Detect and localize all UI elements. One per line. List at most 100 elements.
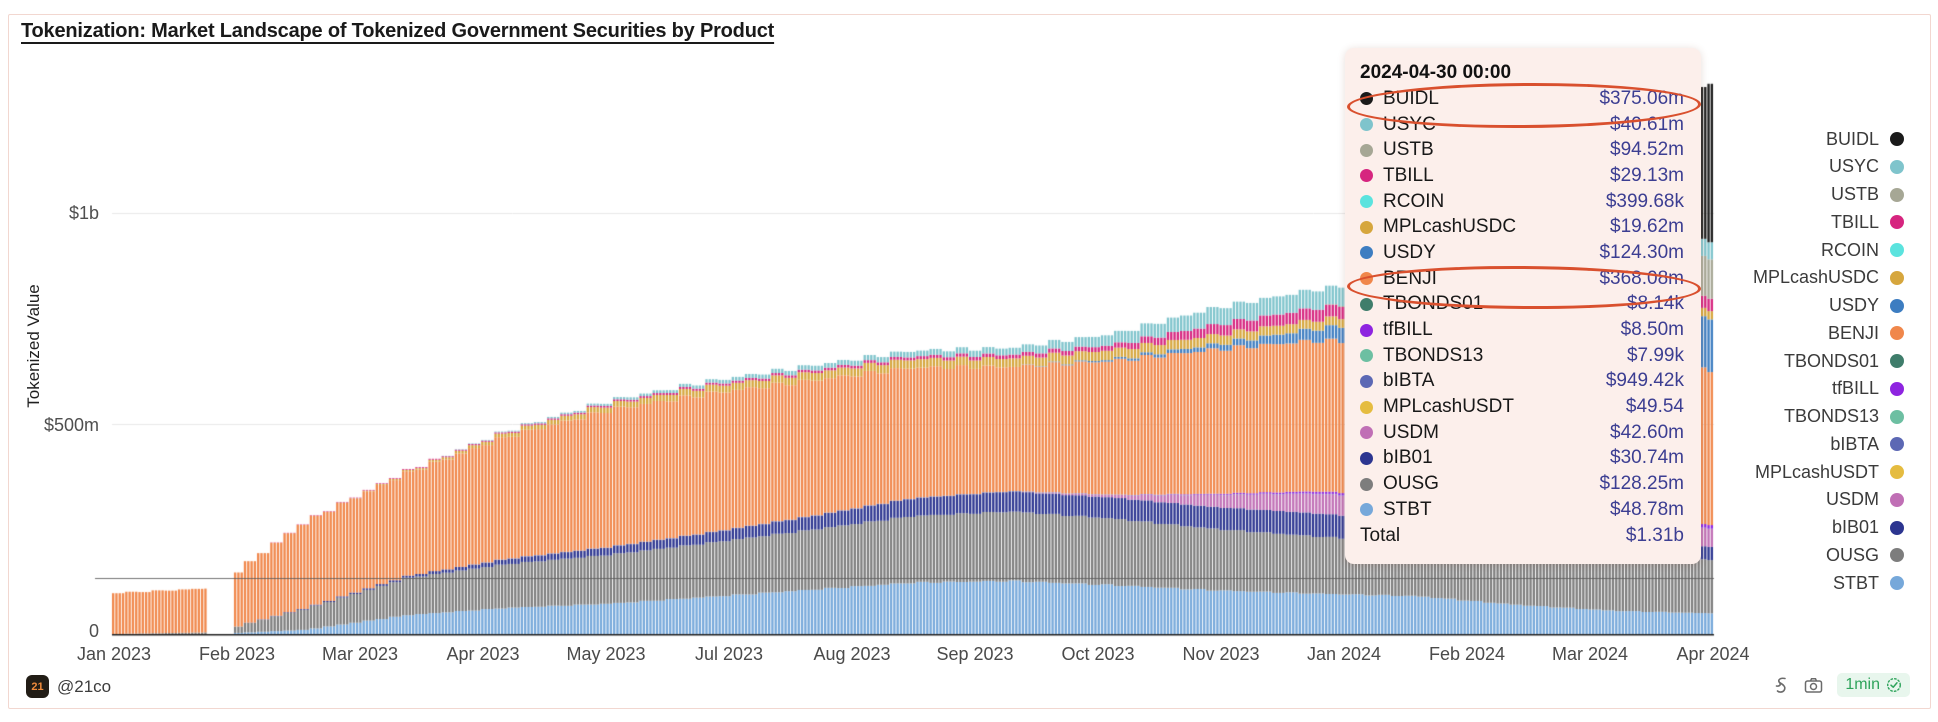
tooltip-dot	[1360, 400, 1373, 414]
tooltip-value: $368.08m	[1599, 267, 1684, 289]
legend-item-USDY[interactable]: USDY	[1829, 294, 1904, 318]
tooltip-dot	[1360, 503, 1373, 517]
tooltip-dot	[1360, 451, 1373, 465]
legend-item-MPLcashUSDC[interactable]: MPLcashUSDC	[1753, 266, 1904, 290]
legend-dot	[1890, 576, 1904, 590]
legend-dot	[1890, 437, 1904, 452]
legend-item-MPLcashUSDT[interactable]: MPLcashUSDT	[1755, 460, 1904, 484]
tooltip-row-tfBILL: tfBILL $8.50m	[1360, 317, 1684, 343]
legend-dot	[1890, 187, 1904, 202]
tooltip-row-bIB01: bIB01 $30.74m	[1360, 446, 1684, 472]
legend-label: BENJI	[1827, 322, 1879, 343]
legend-dot	[1890, 492, 1904, 507]
tooltip-label: TBONDS01	[1383, 293, 1484, 315]
legend-dot	[1890, 132, 1904, 146]
tooltip-dot	[1360, 143, 1373, 157]
tooltip-value: $29.13m	[1610, 164, 1684, 186]
legend-dot	[1890, 548, 1904, 563]
author-avatar[interactable]: 21	[26, 675, 49, 698]
legend-item-bIBTA[interactable]: bIBTA	[1830, 432, 1904, 456]
legend-label: MPLcashUSDC	[1752, 267, 1879, 288]
tooltip-dot	[1360, 220, 1373, 234]
tooltip-row-BUIDL: BUIDL $375.06m	[1360, 86, 1684, 112]
tooltip-total-label: Total	[1360, 524, 1401, 546]
tooltip-value: $128.25m	[1599, 473, 1684, 495]
tooltip-label: MPLcashUSDT	[1383, 396, 1514, 418]
tooltip-dot	[1360, 477, 1373, 491]
tooltip-value: $49.54	[1625, 396, 1684, 418]
camera-icon[interactable]	[1804, 677, 1823, 694]
tooltip-value: $7.99k	[1626, 344, 1684, 366]
tooltip-dot	[1360, 297, 1373, 311]
tooltip-value: $30.74m	[1610, 447, 1684, 469]
legend-item-TBONDS01[interactable]: TBONDS01	[1784, 349, 1904, 373]
legend-label: USDM	[1826, 489, 1879, 510]
tooltip-row-USDM: USDM $42.60m	[1360, 420, 1684, 446]
tooltip-label: STBT	[1383, 498, 1432, 520]
legend-item-OUSG[interactable]: OUSG	[1826, 543, 1904, 567]
legend-item-USDM[interactable]: USDM	[1826, 488, 1904, 512]
tooltip-value: $40.61m	[1610, 113, 1684, 135]
legend-item-USTB[interactable]: USTB	[1831, 183, 1904, 207]
tooltip-row-USTB: USTB $94.52m	[1360, 137, 1684, 163]
legend-label: OUSG	[1825, 544, 1879, 565]
tooltip-row-MPLcashUSDC: MPLcashUSDC $19.62m	[1360, 214, 1684, 240]
tooltip-row-OUSG: OUSG $128.25m	[1360, 471, 1684, 497]
tooltip-row-USYC: USYC $40.61m	[1360, 112, 1684, 138]
legend-item-RCOIN[interactable]: RCOIN	[1821, 238, 1904, 262]
tooltip-row-TBILL: TBILL $29.13m	[1360, 163, 1684, 189]
tooltip-value: $399.68k	[1605, 190, 1684, 212]
legend-label: TBILL	[1830, 211, 1879, 232]
legend-label: tfBILL	[1831, 378, 1879, 399]
legend-item-BENJI[interactable]: BENJI	[1828, 321, 1904, 345]
author-handle[interactable]: @21co	[57, 676, 112, 696]
legend-item-TBILL[interactable]: TBILL	[1831, 210, 1904, 234]
tooltip-label: USDM	[1383, 421, 1439, 443]
author-attribution[interactable]: 21 @21co	[26, 675, 111, 698]
tooltip-label: USTB	[1383, 139, 1434, 161]
tooltip-label: MPLcashUSDC	[1383, 216, 1517, 238]
tooltip-row-bIBTA: bIBTA $949.42k	[1360, 369, 1684, 395]
tooltip-row-USDY: USDY $124.30m	[1360, 240, 1684, 266]
x-tick-aug-2023: Aug 2023	[813, 644, 891, 664]
legend-item-USYC[interactable]: USYC	[1829, 155, 1904, 179]
legend-item-bIB01[interactable]: bIB01	[1832, 516, 1904, 540]
freshness-label: 1min	[1845, 676, 1880, 693]
x-tick-jan-2023: Jan 2023	[76, 644, 152, 664]
tooltip-row-RCOIN: RCOIN $399.68k	[1360, 189, 1684, 215]
tooltip-label: OUSG	[1383, 473, 1439, 495]
chart-title: Tokenization: Market Landscape of Tokeni…	[21, 20, 775, 42]
x-tick-feb-2023: Feb 2023	[198, 644, 276, 664]
legend-label: MPLcashUSDT	[1754, 461, 1879, 482]
x-tick-apr-2024: Apr 2024	[1676, 644, 1750, 664]
legend-item-TBONDS13[interactable]: TBONDS13	[1784, 405, 1904, 429]
tooltip-label: BENJI	[1383, 267, 1437, 289]
legend-dot	[1890, 215, 1904, 230]
tooltip-value: $94.52m	[1610, 139, 1684, 161]
legend-item-tfBILL[interactable]: tfBILL	[1832, 377, 1904, 401]
x-tick-apr-2023: Apr 2023	[446, 644, 520, 664]
tooltip-value: $375.06m	[1599, 87, 1684, 109]
legend-item-STBT[interactable]: STBT	[1833, 571, 1904, 595]
tooltip-label: RCOIN	[1383, 190, 1445, 212]
tooltip-dot	[1360, 349, 1373, 363]
legend-dot	[1890, 243, 1904, 257]
tooltip-label: USDY	[1383, 241, 1436, 263]
legend-dot	[1890, 159, 1904, 174]
x-tick-mar-2024: Mar 2024	[1551, 644, 1629, 664]
legend-dot	[1890, 270, 1904, 285]
fork-query-icon[interactable]	[1773, 676, 1790, 695]
x-tick-mar-2023: Mar 2023	[321, 644, 399, 664]
tooltip-dot	[1360, 195, 1373, 209]
tooltip-dot	[1360, 374, 1373, 388]
tooltip-label: TBILL	[1383, 164, 1434, 186]
legend-dot	[1890, 298, 1904, 313]
tooltip-value: $19.62m	[1610, 216, 1684, 238]
tooltip-value: $42.60m	[1610, 421, 1684, 443]
tooltip-dot	[1360, 169, 1373, 183]
y-tick-0: 0	[88, 621, 99, 641]
freshness-badge[interactable]: 1min	[1837, 673, 1910, 697]
tooltip-dot	[1360, 426, 1373, 440]
legend-item-BUIDL[interactable]: BUIDL	[1826, 127, 1904, 151]
tooltip-value: $48.78m	[1610, 498, 1684, 520]
